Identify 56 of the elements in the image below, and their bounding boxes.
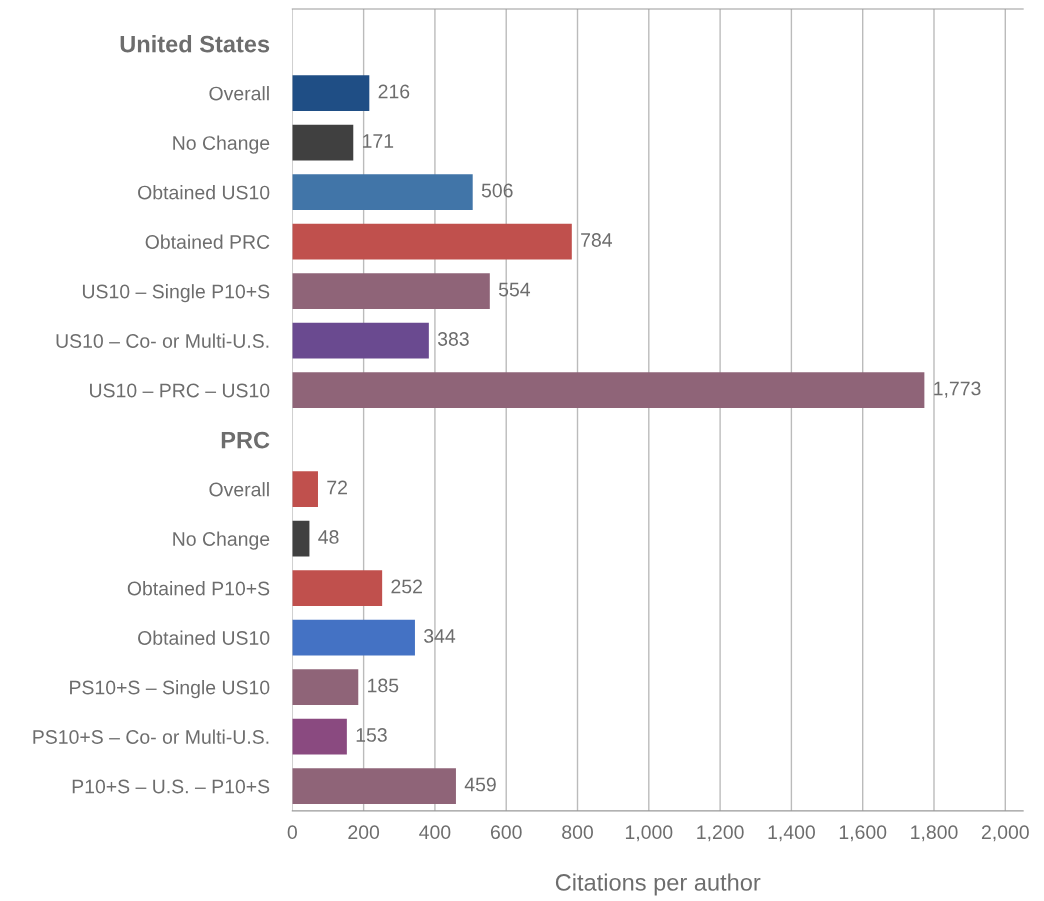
data-label: 506 bbox=[481, 183, 513, 198]
y-tick-label: PS10+S – Co- or Multi-U.S. bbox=[33, 729, 269, 744]
x-tick-label: 1,800 bbox=[911, 825, 958, 842]
data-label: 48 bbox=[318, 530, 339, 544]
y-tick-label: PRC bbox=[221, 431, 270, 449]
y-tick-label: US10 – Single P10+S bbox=[82, 284, 270, 303]
data-label: 383 bbox=[437, 332, 469, 346]
y-tick-label: Obtained US10 bbox=[138, 185, 270, 200]
data-label: 153 bbox=[356, 728, 387, 742]
bar bbox=[292, 372, 925, 408]
x-tick-label: 400 bbox=[419, 825, 451, 840]
bar bbox=[292, 619, 415, 656]
x-tick-label: 1,400 bbox=[768, 825, 815, 842]
bar bbox=[292, 669, 359, 705]
x-tick-label: 200 bbox=[348, 825, 380, 840]
data-label: 344 bbox=[424, 629, 456, 643]
bar bbox=[292, 718, 347, 755]
bar bbox=[292, 570, 383, 606]
bar bbox=[292, 520, 310, 557]
x-tick-label: 0 bbox=[287, 825, 297, 840]
x-tick-label: 2,000 bbox=[981, 825, 1029, 842]
x-tick-label: 1,600 bbox=[839, 825, 887, 842]
data-label: 185 bbox=[368, 678, 399, 693]
x-axis-title: Citations per author bbox=[555, 873, 761, 896]
y-tick-label: Obtained P10+S bbox=[127, 581, 270, 596]
x-tick-label: 1,200 bbox=[697, 825, 744, 842]
bar bbox=[292, 75, 370, 111]
bar bbox=[292, 768, 456, 804]
x-tick-label: 600 bbox=[490, 825, 522, 840]
data-label: 252 bbox=[391, 579, 422, 594]
x-tick-label: 1,000 bbox=[625, 825, 673, 842]
bar bbox=[292, 124, 354, 161]
data-label: 1,773 bbox=[934, 381, 981, 398]
y-tick-label: US10 – Co- or Multi-U.S. bbox=[56, 333, 269, 348]
bar bbox=[292, 273, 490, 309]
data-label: 216 bbox=[378, 84, 410, 99]
y-tick-label: US10 – PRC – US10 bbox=[90, 383, 270, 398]
y-tick-label: Overall bbox=[209, 86, 269, 101]
y-tick-label: Obtained PRC bbox=[145, 234, 270, 249]
data-label: 459 bbox=[464, 777, 496, 792]
data-label: 171 bbox=[363, 134, 394, 148]
y-tick-label: United States bbox=[120, 35, 270, 53]
bar bbox=[292, 471, 318, 507]
y-tick-label: Overall bbox=[209, 482, 269, 497]
y-tick-label: P10+S – U.S. – P10+S bbox=[72, 779, 270, 794]
x-tick-label: 800 bbox=[562, 825, 593, 840]
bar bbox=[292, 322, 429, 359]
y-tick-label: No Change bbox=[173, 531, 270, 550]
data-label: 72 bbox=[327, 480, 347, 495]
bar bbox=[292, 174, 473, 210]
data-label: 784 bbox=[581, 233, 613, 247]
data-label: 554 bbox=[498, 282, 531, 297]
y-tick-label: PS10+S – Single US10 bbox=[70, 680, 270, 699]
y-tick-label: No Change bbox=[173, 135, 270, 154]
y-tick-label: Obtained US10 bbox=[138, 630, 270, 645]
bar bbox=[292, 223, 572, 260]
